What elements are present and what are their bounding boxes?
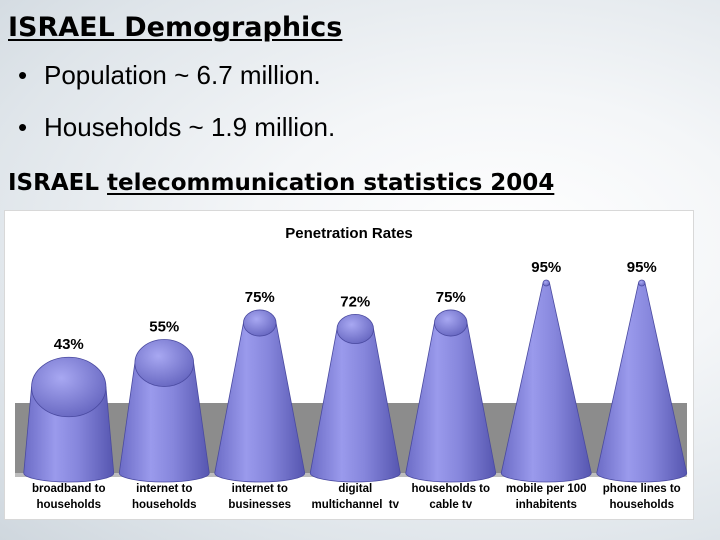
category-label-line: cable tv	[429, 499, 473, 511]
bullet-households-text: Households ~ 1.9 million.	[44, 112, 336, 142]
cone-body	[214, 322, 306, 483]
cone-cap	[542, 279, 550, 287]
cone-cap	[336, 313, 374, 345]
cone-body	[596, 282, 688, 483]
category-label: phone lines to households	[595, 481, 689, 513]
category-label: households to cable tv	[404, 481, 498, 513]
category-label: internet to households	[117, 481, 211, 513]
cone-cap	[243, 309, 277, 337]
demographics-title: ISRAEL Demographics	[8, 12, 343, 43]
category-label-line: households	[36, 499, 102, 511]
bullet-households: • Households ~ 1.9 million.	[18, 112, 336, 142]
category-label-line: broadband to	[32, 483, 106, 495]
chart-panel: Penetration Rates 43% 55% 75% 72% 75% 95% 95% …	[4, 210, 694, 520]
category-label: mobile per 100 inhabitents	[499, 481, 593, 513]
cone-cap	[434, 309, 468, 337]
cone-bar	[118, 339, 210, 483]
telecom-title-prefix: ISRAEL	[8, 170, 100, 196]
category-label-line: households	[609, 499, 675, 511]
cone-body	[118, 362, 210, 483]
value-label: 43%	[54, 336, 84, 353]
bullet-population: • Population ~ 6.7 million.	[18, 60, 321, 90]
cone-bar	[214, 309, 306, 483]
value-label: 75%	[245, 289, 275, 306]
value-label: 55%	[149, 319, 179, 336]
demographics-bullets: • Population ~ 6.7 million. • Households ~…	[18, 58, 335, 162]
category-label: digital multichannel tv	[308, 481, 402, 513]
cone-bar	[596, 279, 688, 483]
cone-body	[309, 328, 401, 483]
chart-title: Penetration Rates	[285, 225, 413, 242]
category-label-line: mobile per 100	[505, 483, 587, 495]
category-label: broadband to households	[22, 481, 116, 513]
cone-bar	[405, 309, 497, 483]
cone-body	[405, 322, 497, 483]
category-label-line: businesses	[228, 499, 292, 511]
cone-bar	[500, 279, 592, 483]
cone-bar	[309, 313, 401, 483]
category-label-line: inhabitents	[515, 499, 577, 511]
cone-cap	[638, 279, 646, 287]
category-label-line: phone lines to	[602, 483, 681, 495]
cone-body	[500, 282, 592, 483]
category-label: internet to businesses	[213, 481, 307, 513]
penetration-chart: 43% 55% 75% 72% 75% 95% 95%	[15, 259, 688, 483]
telecom-title-rest: telecommunication statistics 2004	[107, 170, 555, 196]
telecom-title: ISRAEL telecommunication statistics 2004	[8, 172, 554, 195]
category-label-line: multichannel tv	[311, 499, 400, 511]
value-label: 95%	[627, 259, 657, 276]
category-label-line: households	[131, 499, 197, 511]
bullet-population-text: Population ~ 6.7 million.	[44, 60, 321, 90]
category-label-line: internet to	[136, 483, 193, 495]
category-label-line: households to	[411, 483, 491, 495]
cone-cap	[31, 356, 107, 418]
cone-bar	[23, 356, 115, 483]
category-label-line: digital	[338, 483, 373, 495]
cone-cap	[134, 339, 195, 387]
value-label: 95%	[531, 259, 561, 276]
category-label-line: internet to	[231, 483, 288, 495]
value-label: 75%	[436, 289, 466, 306]
value-label: 72%	[340, 293, 370, 310]
